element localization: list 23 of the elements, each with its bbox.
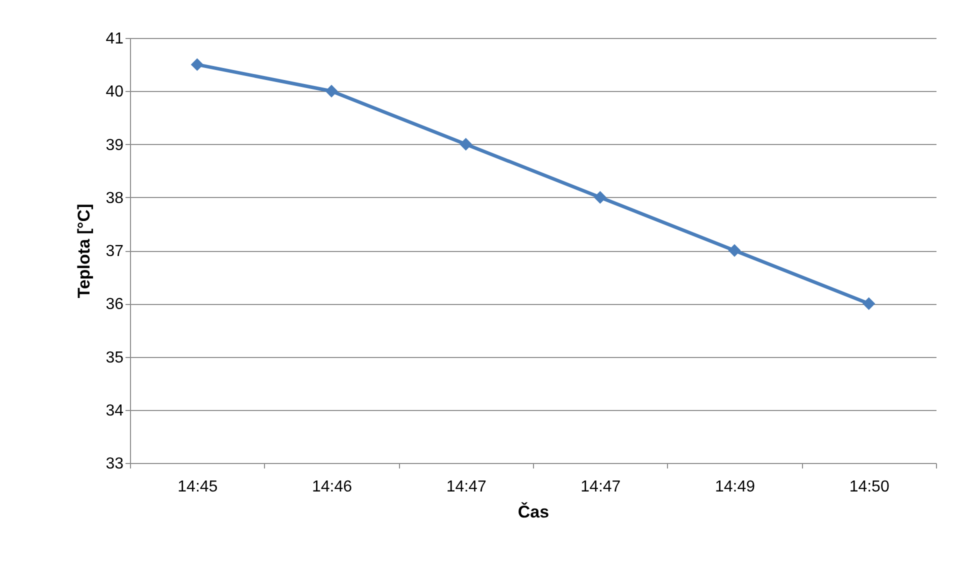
y-axis-title: Teplota [°C] (74, 204, 94, 298)
y-tick-label: 39 (106, 136, 124, 154)
x-tick-label: 14:47 (580, 478, 621, 496)
y-tick-label: 35 (106, 349, 124, 366)
point (728, 244, 741, 257)
x-tick-label: 14:47 (446, 478, 486, 496)
y-tick-label: 38 (106, 190, 124, 207)
y-tick-label: 37 (106, 243, 124, 260)
point (862, 297, 876, 310)
point (325, 84, 338, 98)
y-tick-label: 41 (106, 30, 124, 48)
y-tick-label: 40 (106, 84, 124, 101)
x-tick-label: 14:46 (312, 478, 352, 496)
x-tick-label: 14:49 (714, 478, 756, 496)
y-tick-label: 34 (106, 402, 124, 420)
x-axis-title: Čas (518, 502, 550, 522)
x-tick-label: 14:50 (849, 478, 890, 496)
y-tick-label: 33 (106, 456, 124, 472)
point (460, 138, 472, 151)
x-tick-label: 14:45 (178, 478, 218, 496)
point (594, 191, 606, 204)
y-tick-label: 36 (106, 296, 124, 314)
point (190, 58, 204, 71)
